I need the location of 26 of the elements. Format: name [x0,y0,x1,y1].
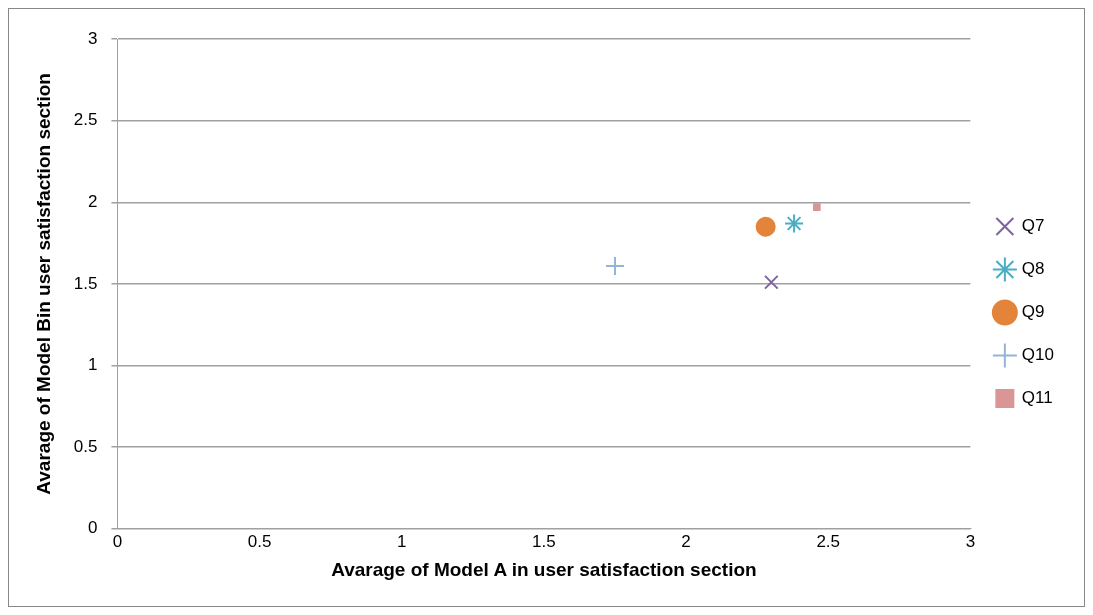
x-tick-label: 2.5 [816,531,841,551]
x-tick-label: 0.5 [247,531,272,551]
point [763,274,779,290]
y-tick-label: 2 [87,191,98,211]
legend-label: Q9 [1021,302,1045,322]
y-tick-label: 0.5 [73,436,98,456]
point [604,255,625,276]
x-tick-label: 1 [397,531,407,551]
y-tick-label: 3 [87,28,98,48]
x-tick-label: 0 [112,531,123,551]
x-axis-title: Avarage of Model A in user satisfaction section [331,558,757,580]
point [813,203,821,211]
x-tick-label: 1.5 [532,531,556,551]
y-axis-title: Avarage of Model Bin user satisfaction section [32,73,54,495]
x-tick-label: 3 [965,531,976,551]
legend-label: Q10 [1021,345,1055,365]
x-tick-label: 2 [681,531,691,551]
legend-label: Q11 [1021,388,1053,408]
legend-label: Q7 [1021,216,1045,236]
y-tick-label: 1 [87,355,98,375]
y-tick-label: 0 [87,518,98,538]
point [755,216,776,237]
legend-label: Q8 [1021,259,1045,279]
point [784,213,805,234]
y-tick-label: 1.5 [73,273,98,293]
y-tick-label: 2.5 [73,110,98,130]
